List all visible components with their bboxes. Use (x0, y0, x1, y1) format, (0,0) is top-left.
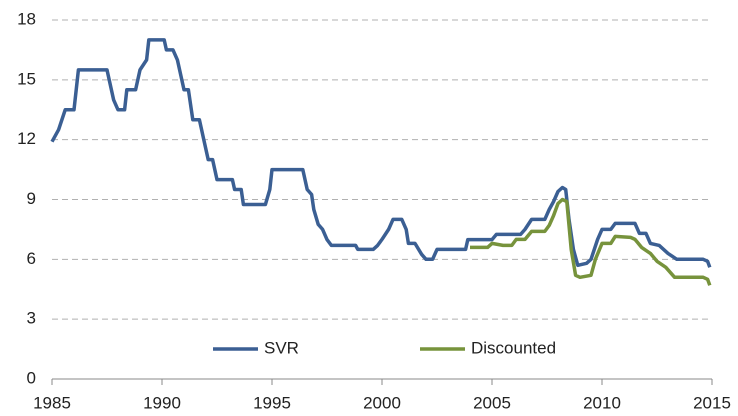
line-series (470, 197, 712, 286)
y-tick-label: 0 (27, 368, 36, 387)
x-tick-label: 1995 (253, 393, 291, 412)
line-series (50, 38, 712, 268)
legend-label: Discounted (471, 338, 556, 357)
y-tick-label: 12 (17, 129, 36, 148)
y-tick-label: 15 (17, 69, 36, 88)
x-tick-label: 1985 (33, 393, 71, 412)
y-tick-label: 18 (17, 9, 36, 28)
x-tick-label: 2010 (583, 393, 621, 412)
x-tick-label: 2005 (473, 393, 511, 412)
y-tick-label: 6 (27, 249, 36, 268)
legend-label: SVR (264, 338, 299, 357)
x-tick-label: 2015 (693, 393, 731, 412)
y-tick-label: 3 (27, 309, 36, 328)
y-tick-label: 9 (27, 189, 36, 208)
x-tick-label: 2000 (363, 393, 401, 412)
x-tick-label: 1990 (143, 393, 181, 412)
